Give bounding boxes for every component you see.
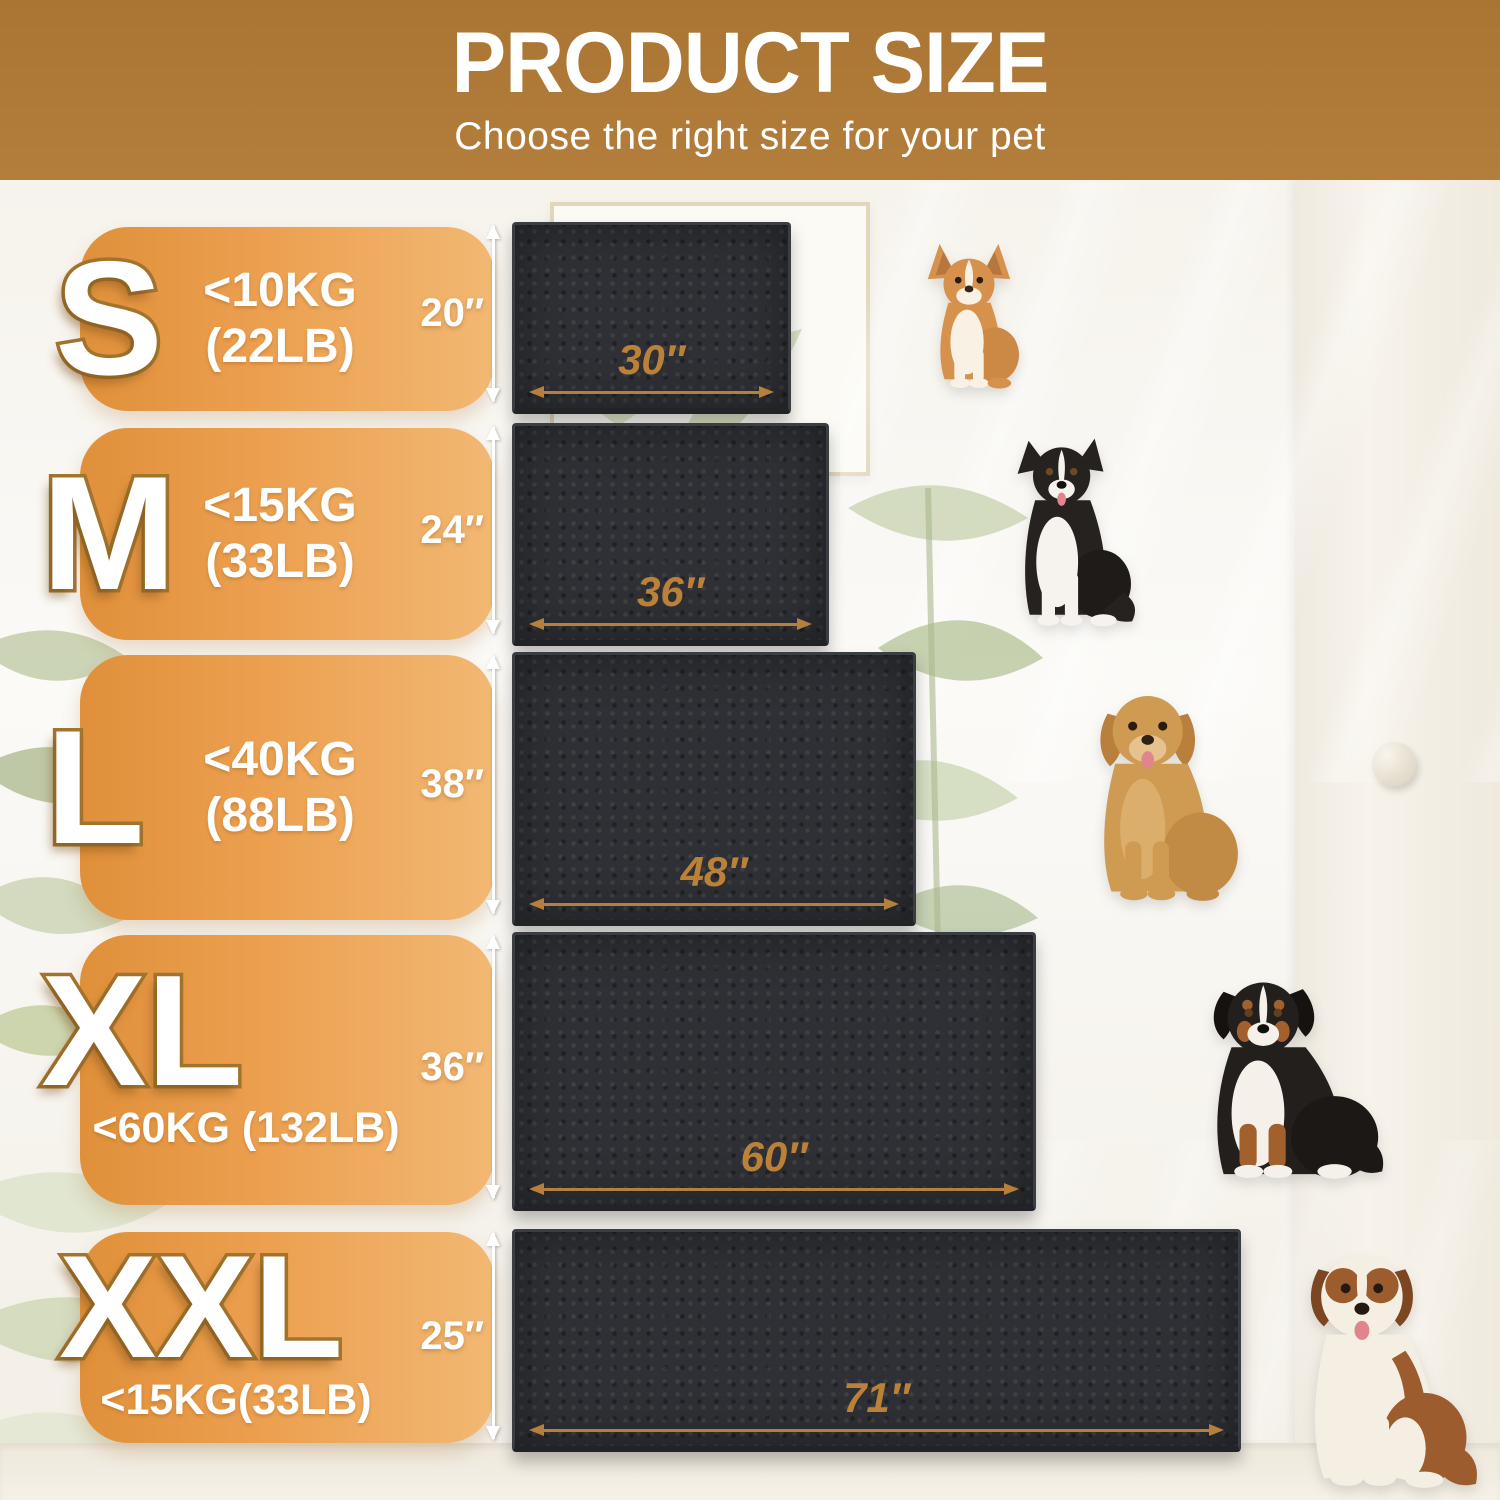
size-band — [80, 227, 494, 411]
mat-height-label: 24″ — [420, 507, 484, 552]
mat-preview: 71″ — [512, 1229, 1241, 1452]
mat-height-label: 38″ — [420, 762, 484, 806]
door-panel — [1295, 180, 1500, 1445]
door-knob — [1372, 742, 1416, 786]
height-dimension-arrow — [486, 654, 500, 915]
weight-line-1: <15KG — [203, 479, 357, 533]
weight-limit: <15KG (33LB) — [168, 428, 392, 640]
dog-golden-retriever-image — [1100, 696, 1238, 901]
floor — [0, 1443, 1500, 1500]
mat-width-label: 60″ — [740, 1133, 808, 1180]
height-dimension-arrow — [486, 1231, 500, 1441]
size-letter: L — [42, 696, 148, 878]
header: PRODUCT SIZE Choose the right size for y… — [0, 0, 1500, 180]
weight-line-2: (88LB) — [205, 788, 355, 842]
size-letter: M — [38, 443, 180, 624]
width-dimension-arrow — [529, 1183, 1019, 1195]
weight-line-1: <40KG — [203, 732, 357, 786]
weight-limit: <10KG (22LB) — [168, 227, 392, 411]
size-band — [80, 935, 494, 1205]
mat-preview: 30″ — [512, 222, 791, 414]
size-letter: S — [51, 228, 166, 409]
weight-line-2: (33LB) — [205, 535, 355, 588]
weight-line-1: <10KG — [203, 264, 357, 318]
width-dimension-arrow — [529, 618, 812, 630]
height-dimension-arrow — [486, 224, 500, 403]
size-band — [80, 1232, 494, 1443]
mat-height-label: 25″ — [420, 1313, 484, 1358]
dog-bernese-mountain-dog-image — [1213, 982, 1384, 1179]
dog-border-collie-image — [1017, 438, 1136, 627]
width-dimension-arrow — [529, 386, 774, 398]
weight-limit: <15KG(33LB) — [58, 1370, 414, 1432]
size-letter: XL — [38, 942, 247, 1119]
width-dimension-arrow — [529, 1424, 1224, 1436]
mat-width-label: 71″ — [843, 1374, 910, 1421]
mat-width-label: 48″ — [680, 848, 748, 895]
weight-limit: <60KG (132LB) — [64, 1098, 428, 1160]
page-title: PRODUCT SIZE — [451, 15, 1050, 111]
mat-preview: 36″ — [512, 423, 829, 646]
mat-preview: 48″ — [512, 652, 916, 926]
width-dimension-arrow — [529, 898, 899, 910]
dog-saint-bernard-image — [1310, 1255, 1477, 1488]
weight-line-1: <60KG (132LB) — [92, 1104, 400, 1153]
mat-height-label: 20″ — [420, 291, 484, 335]
mat-width-label: 30″ — [618, 336, 685, 383]
mat-width-label: 36″ — [637, 568, 704, 615]
size-band — [80, 428, 494, 640]
page-subtitle: Choose the right size for your pet — [454, 115, 1046, 158]
mat-height-label: 36″ — [420, 1044, 484, 1089]
height-dimension-arrow — [486, 934, 500, 1200]
dog-corgi-image — [927, 243, 1020, 389]
height-dimension-arrow — [486, 425, 500, 635]
weight-limit: <40KG (88LB) — [168, 655, 392, 920]
mat-preview: 60″ — [512, 932, 1036, 1211]
weight-line-1: <15KG(33LB) — [100, 1376, 372, 1425]
size-letter: XXL — [56, 1225, 347, 1388]
weight-line-2: (22LB) — [205, 320, 355, 373]
size-band — [80, 655, 494, 920]
